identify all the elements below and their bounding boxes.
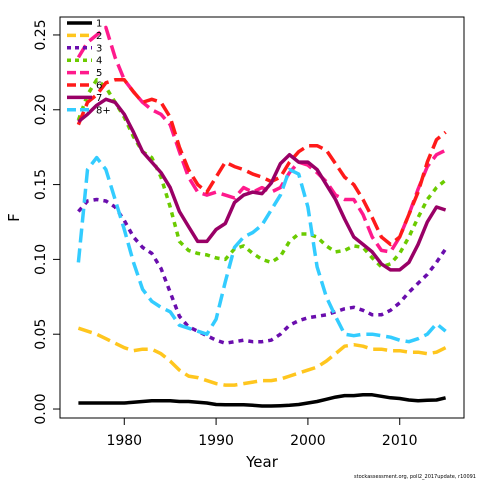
- y-axis-title: F: [5, 213, 23, 222]
- legend-label: 6: [96, 81, 102, 92]
- series-line-6: [76, 78, 447, 247]
- series-line-7: [77, 97, 447, 272]
- footnote: stockassessment.org, poll2_2017update, r…: [354, 474, 476, 480]
- y-tick-label: 0.00: [33, 393, 49, 424]
- legend-label: 4: [96, 56, 102, 67]
- series-layer: [76, 25, 448, 408]
- axes-layer: 1980 1990 2000 2010 0.00 0.05 0.10 0.15 0.20 0.25: [33, 16, 465, 449]
- x-tick-label: 2010: [382, 433, 418, 449]
- series-line-1: [78, 393, 447, 408]
- y-tick-label: 0.10: [33, 244, 49, 275]
- x-tick-label: 2000: [290, 433, 326, 449]
- x-axis-title: Year: [245, 453, 279, 471]
- x-tick-label: 1990: [198, 433, 234, 449]
- y-tick-label: 0.15: [33, 169, 49, 200]
- y-tick-label: 0.05: [33, 319, 49, 350]
- legend-label: 7: [96, 93, 102, 104]
- plot-frame: [59, 16, 465, 419]
- legend-label: 1: [96, 19, 102, 30]
- legend-label: 8+: [96, 105, 111, 116]
- x-tick-label: 1980: [106, 433, 142, 449]
- y-tick-label: 0.20: [33, 94, 49, 125]
- legend: 123 45 678+: [67, 19, 111, 116]
- legend-label: 3: [96, 43, 102, 54]
- series-line-3: [77, 197, 448, 345]
- legend-label: 2: [96, 31, 102, 42]
- series-line-2: [77, 326, 447, 387]
- y-tick-label: 0.25: [33, 19, 49, 50]
- legend-label: 5: [96, 68, 102, 79]
- series-line-5: [76, 25, 447, 254]
- series-line-8plus: [76, 155, 447, 344]
